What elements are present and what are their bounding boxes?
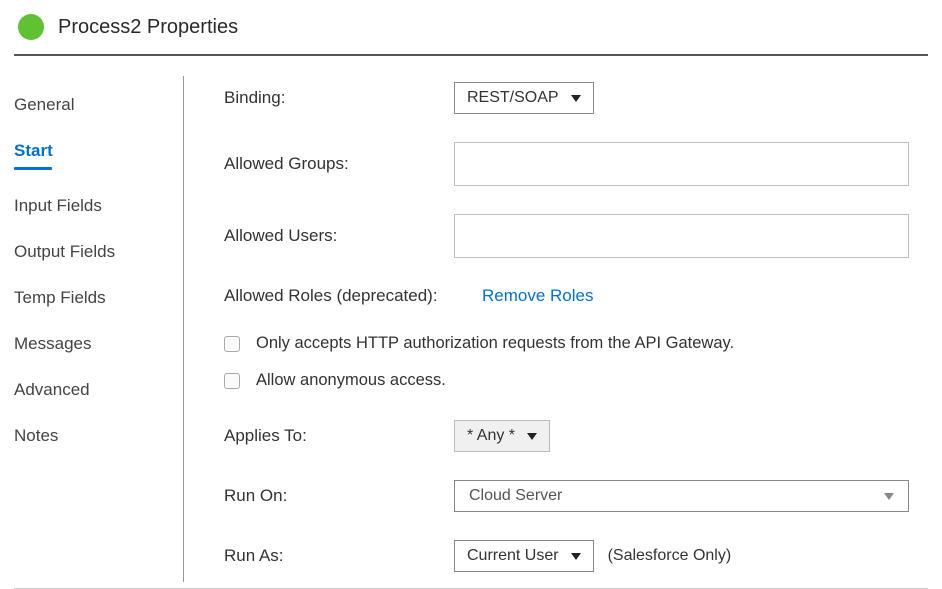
applies-to-select[interactable]: * Any * <box>454 420 550 452</box>
allowed-roles-label: Allowed Roles (deprecated): <box>224 286 454 306</box>
sidebar-item-messages[interactable]: Messages <box>14 321 183 367</box>
run-as-select-value: Current User <box>467 547 559 565</box>
sidebar-item-label: Advanced <box>14 380 90 399</box>
allowed-groups-input[interactable] <box>454 142 909 186</box>
sidebar-item-advanced[interactable]: Advanced <box>14 367 183 413</box>
sidebar-item-label: General <box>14 95 74 114</box>
run-on-select[interactable]: Cloud Server <box>454 480 909 512</box>
chevron-down-icon <box>884 493 894 500</box>
panel-header: Process2 Properties <box>14 10 928 54</box>
run-as-suffix-note: (Salesforce Only) <box>608 547 732 565</box>
sidebar-item-output-fields[interactable]: Output Fields <box>14 229 183 275</box>
run-as-label: Run As: <box>224 546 454 566</box>
sidebar-item-notes[interactable]: Notes <box>14 413 183 459</box>
chevron-down-icon <box>527 433 537 440</box>
sidebar-item-label: Start <box>14 141 53 160</box>
run-as-select[interactable]: Current User <box>454 540 594 572</box>
run-on-label: Run On: <box>224 486 454 506</box>
allowed-users-label: Allowed Users: <box>224 226 454 246</box>
sidebar-item-label: Input Fields <box>14 196 102 215</box>
anonymous-access-checkbox[interactable] <box>224 373 240 389</box>
sidebar-item-label: Output Fields <box>14 242 115 261</box>
sidebar-item-label: Messages <box>14 334 91 353</box>
chevron-down-icon <box>571 95 581 102</box>
anonymous-access-checkbox-label: Allow anonymous access. <box>256 371 446 390</box>
applies-to-select-value: * Any * <box>467 427 515 445</box>
sidebar-item-start[interactable]: Start <box>14 128 183 183</box>
sidebar-item-temp-fields[interactable]: Temp Fields <box>14 275 183 321</box>
sidebar-item-input-fields[interactable]: Input Fields <box>14 183 183 229</box>
allowed-groups-label: Allowed Groups: <box>224 154 454 174</box>
start-form: Binding: REST/SOAP Allowed Groups: Allow… <box>184 76 928 582</box>
properties-sidebar: General Start Input Fields Output Fields… <box>14 76 184 582</box>
http-gateway-checkbox-label: Only accepts HTTP authorization requests… <box>256 334 734 353</box>
sidebar-item-label: Temp Fields <box>14 288 106 307</box>
chevron-down-icon <box>571 553 581 560</box>
run-on-select-value: Cloud Server <box>469 487 562 505</box>
status-indicator-icon <box>18 14 44 40</box>
sidebar-item-label: Notes <box>14 426 58 445</box>
allowed-users-input[interactable] <box>454 214 909 258</box>
panel-title: Process2 Properties <box>58 16 238 39</box>
binding-select[interactable]: REST/SOAP <box>454 82 594 114</box>
binding-label: Binding: <box>224 88 454 108</box>
binding-select-value: REST/SOAP <box>467 89 559 107</box>
sidebar-item-general[interactable]: General <box>14 82 183 128</box>
remove-roles-link[interactable]: Remove Roles <box>482 286 594 306</box>
applies-to-label: Applies To: <box>224 426 454 446</box>
header-divider <box>14 54 928 56</box>
http-gateway-checkbox[interactable] <box>224 336 240 352</box>
